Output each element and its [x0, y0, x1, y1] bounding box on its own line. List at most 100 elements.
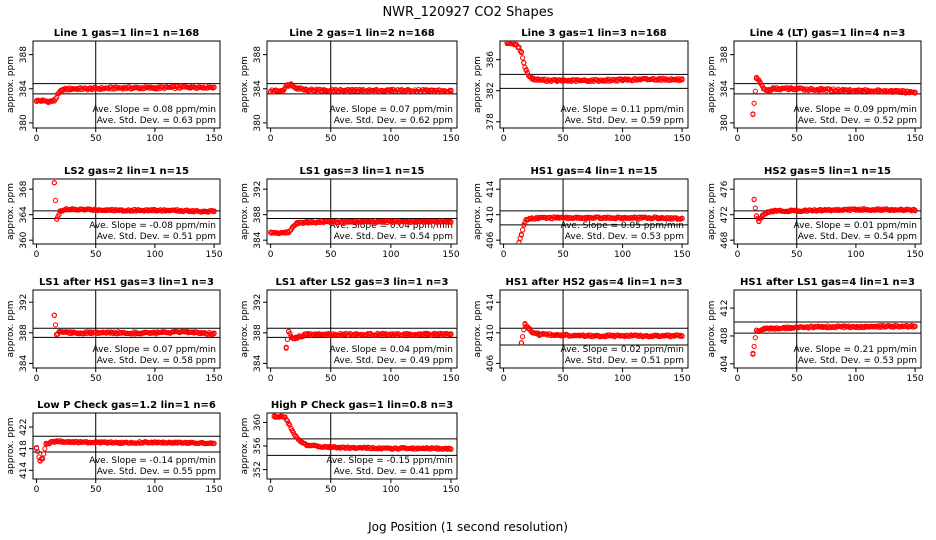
x-tick-label: 150: [205, 134, 222, 144]
data-point: [766, 209, 773, 215]
data-point: [51, 180, 57, 186]
panel-title: Line 1 gas=1 lin=1 n=168: [54, 28, 200, 39]
data-point: [342, 219, 348, 225]
data-point: [447, 218, 453, 224]
data-point: [307, 87, 313, 93]
y-tick-label: 388: [19, 324, 29, 341]
data-point: [352, 88, 358, 94]
y-tick-label: 392: [19, 294, 29, 311]
y-tick-label: 382: [486, 82, 496, 99]
data-point: [413, 219, 419, 225]
stddev-annotation: Ave. Std. Dev. = 0.62 ppm: [334, 116, 453, 126]
data-point: [772, 207, 779, 213]
data-point: [584, 77, 590, 84]
panel-title: HS1 after HS2 gas=4 lin=1 n=3: [505, 277, 682, 288]
panel-title: Line 4 (LT) gas=1 lin=4 n=3: [750, 28, 906, 39]
data-point: [859, 206, 865, 212]
data-point: [148, 207, 154, 213]
data-point: [35, 448, 41, 455]
data-point: [403, 87, 410, 94]
data-point: [419, 218, 425, 224]
data-point: [375, 446, 381, 452]
x-tick-label: 150: [205, 374, 222, 384]
data-point: [152, 330, 158, 336]
data-point: [90, 207, 96, 214]
data-point: [271, 88, 277, 94]
y-tick-label: 388: [19, 46, 29, 63]
data-point: [135, 85, 141, 91]
data-point: [621, 333, 627, 339]
x-tick-label: 100: [146, 250, 163, 260]
data-point: [522, 64, 528, 70]
x-tick-label: 100: [614, 134, 631, 144]
x-tick-label: 150: [906, 250, 923, 260]
panel: Line 1 gas=1 lin=1 n=168 0 50 100 150 380 384 3…: [6, 28, 223, 144]
y-axis-label: approx. ppm: [473, 301, 483, 358]
data-point: [585, 214, 591, 220]
stddev-annotation: Ave. Std. Dev. = 0.51 ppm: [97, 232, 216, 242]
slope-annotation: Ave. Slope = 0.08 ppm/min: [92, 105, 216, 115]
plot-frame: [733, 40, 922, 129]
x-tick-label: 0: [735, 250, 741, 260]
data-point: [161, 207, 167, 213]
data-point: [787, 208, 793, 214]
data-point: [284, 418, 291, 424]
data-point: [190, 207, 196, 214]
data-point: [375, 88, 381, 94]
data-point: [911, 206, 917, 213]
data-point: [326, 331, 333, 337]
plot-frame: [499, 178, 689, 245]
x-tick-label: 100: [146, 134, 163, 144]
data-point: [159, 440, 165, 446]
data-point: [211, 208, 217, 214]
x-tick-label: 50: [325, 134, 337, 144]
stddev-annotation: Ave. Std. Dev. = 0.55 ppm: [97, 467, 216, 477]
x-tick-label: 100: [382, 134, 399, 144]
y-tick-label: 384: [720, 80, 730, 97]
panel-title: LS1 gas=3 lin=1 n=15: [300, 166, 425, 177]
y-axis-label: approx. ppm: [6, 56, 16, 113]
x-tick-label: 100: [146, 374, 163, 384]
data-point: [107, 330, 113, 336]
data-point: [76, 207, 82, 213]
stddev-annotation: Ave. Std. Dev. = 0.41 ppm: [334, 467, 453, 477]
data-point: [389, 331, 395, 337]
data-point: [173, 208, 179, 214]
data-point: [319, 88, 325, 94]
data-point: [306, 332, 312, 338]
panel: LS1 after HS1 gas=3 lin=1 n=3 0 50 100 150 38…: [6, 277, 223, 384]
data-point: [650, 215, 657, 221]
data-point: [543, 331, 550, 337]
data-point: [901, 89, 908, 95]
data-point: [560, 77, 566, 83]
data-point: [542, 214, 548, 220]
y-tick-label: 360: [253, 414, 263, 431]
data-point: [518, 231, 525, 238]
data-point: [190, 329, 196, 335]
x-tick-label: 50: [557, 250, 569, 260]
panel: HS1 gas=4 lin=1 n=15 0 50 100 150 406 410 414ap…: [473, 166, 691, 260]
x-tick-label: 50: [90, 250, 102, 260]
x-tick-label: 0: [735, 374, 741, 384]
data-point: [634, 332, 640, 338]
y-tick-label: 356: [253, 437, 263, 454]
data-point: [565, 78, 571, 84]
stddev-annotation: Ave. Std. Dev. = 0.54 ppm: [798, 232, 917, 242]
y-tick-label: 364: [19, 206, 29, 223]
x-tick-label: 100: [382, 485, 399, 495]
data-point: [313, 220, 319, 226]
plot-frame: [266, 289, 458, 369]
data-point: [295, 85, 301, 91]
data-point: [504, 41, 510, 47]
data-point: [188, 84, 195, 90]
x-tick-label: 0: [268, 134, 274, 144]
panel: Line 2 gas=1 lin=2 n=168 0 50 100 150 380 384 3…: [240, 28, 460, 144]
data-point: [313, 86, 319, 92]
data-point: [39, 456, 46, 462]
y-axis-label: approx. ppm: [240, 56, 250, 113]
series-points: [504, 41, 685, 85]
data-point: [278, 87, 285, 94]
data-point: [369, 446, 375, 452]
data-point: [188, 209, 195, 215]
y-tick-label: 384: [19, 355, 29, 372]
